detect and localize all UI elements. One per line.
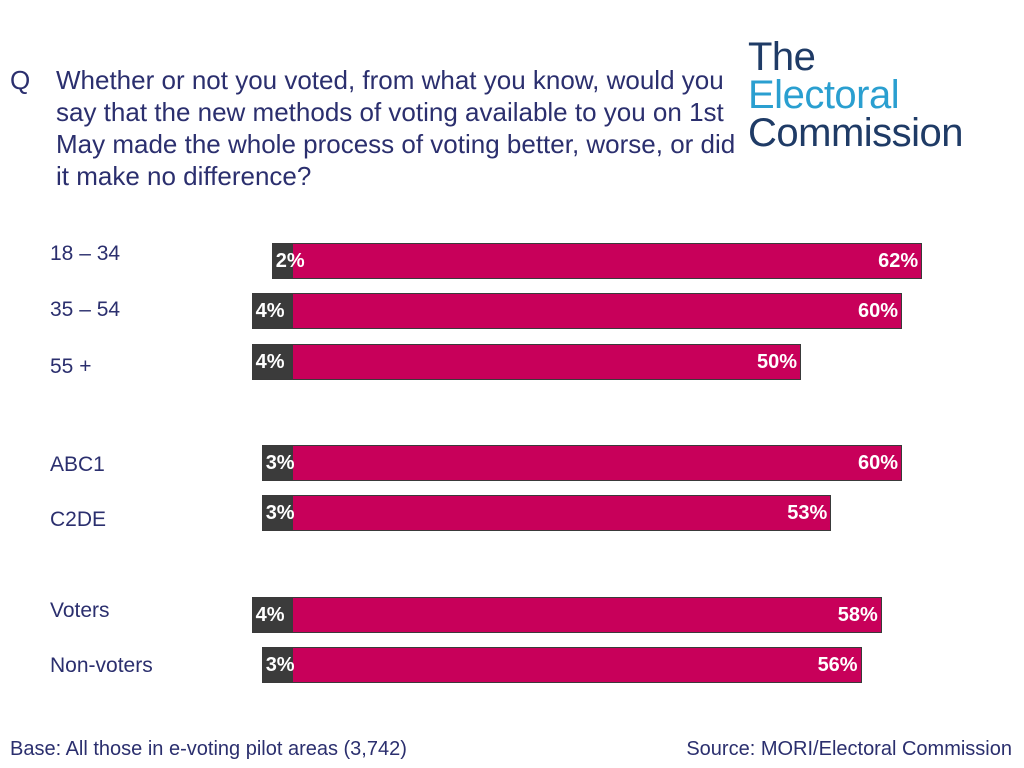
- value-label-dark-4: 3%: [265, 502, 295, 524]
- bar-pink-5: [292, 597, 882, 633]
- value-label-dark-3: 3%: [265, 452, 295, 474]
- value-label-dark-0: 2%: [275, 250, 305, 272]
- bar-dark-2: [251, 344, 292, 380]
- row-label-0: 18 – 34: [50, 242, 121, 265]
- value-label-pink-4: 53%: [787, 502, 828, 524]
- value-label-dark-6: 3%: [265, 654, 295, 676]
- bar-pink-0: [292, 243, 923, 279]
- bar-pink-3: [292, 445, 902, 481]
- bar-dark-4: [261, 495, 292, 531]
- bar-dark-6: [261, 647, 292, 683]
- row-label-1: 35 – 54: [50, 298, 121, 321]
- value-label-pink-2: 50%: [756, 351, 797, 373]
- bar-pink-2: [292, 344, 801, 380]
- row-label-2: 55 +: [50, 355, 92, 378]
- value-label-dark-2: 4%: [255, 351, 285, 373]
- bar-pink-4: [292, 495, 832, 531]
- logo-line-2: Electoral: [748, 73, 900, 117]
- row-label-3: ABC1: [50, 453, 105, 476]
- value-label-dark-5: 4%: [255, 604, 285, 626]
- bar-dark-1: [251, 293, 292, 329]
- bar-dark-0: [271, 243, 292, 279]
- value-label-pink-6: 56%: [817, 654, 858, 676]
- source-note: Source: MORI/Electoral Commission: [686, 738, 1012, 760]
- base-note: Base: All those in e-voting pilot areas …: [10, 738, 407, 760]
- bar-pink-6: [292, 647, 862, 683]
- row-label-4: C2DE: [50, 508, 107, 531]
- electoral-commission-logo: The Electoral Commission: [748, 35, 964, 155]
- bar-pink-1: [292, 293, 902, 329]
- value-label-dark-1: 4%: [255, 300, 285, 322]
- question-text: Whether or not you voted, from what you …: [56, 65, 736, 191]
- row-label-6: Non-voters: [50, 654, 153, 677]
- logo-line-3: Commission: [748, 111, 964, 155]
- row-label-5: Voters: [50, 599, 110, 622]
- value-label-pink-0: 62%: [878, 250, 919, 272]
- logo-line-1: The: [748, 35, 816, 79]
- bar-dark-5: [251, 597, 292, 633]
- value-label-pink-3: 60%: [857, 452, 898, 474]
- bar-dark-3: [261, 445, 292, 481]
- value-label-pink-1: 60%: [857, 300, 898, 322]
- question-letter: Q: [10, 65, 31, 95]
- value-label-pink-5: 58%: [837, 604, 878, 626]
